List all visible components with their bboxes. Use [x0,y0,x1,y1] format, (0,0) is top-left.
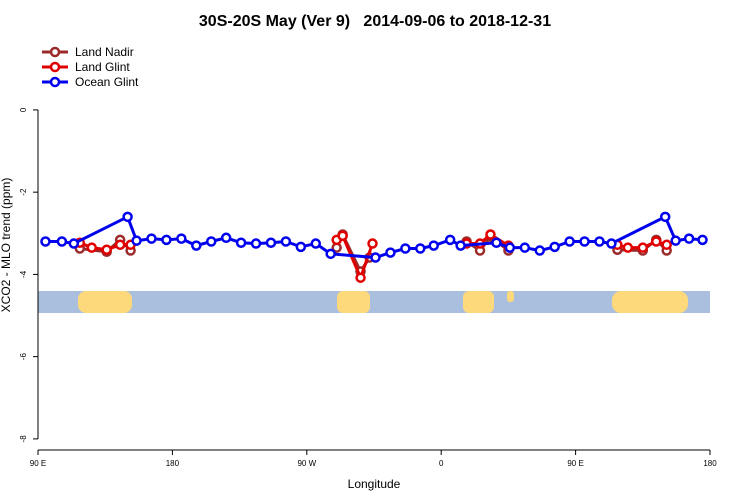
legend-swatch [49,61,61,73]
data-point [265,237,277,248]
x-tick-label: 90 E [567,459,583,468]
data-point [370,252,381,263]
land [463,291,494,313]
data-point [428,240,439,251]
data-point [650,236,662,247]
data-point [455,240,466,251]
data-point [101,244,112,255]
x-tick-label: 0 [439,459,444,468]
data-point [637,242,649,253]
data-point [622,242,634,253]
data-point [385,247,396,258]
data-point [670,235,681,246]
data-point [491,237,502,248]
legend-swatch [49,76,61,88]
data-point [444,234,456,246]
x-tick-label: 90 E [30,459,46,468]
land [612,291,688,313]
data-point [161,234,172,246]
data-point [485,229,496,240]
y-tick-label: -2 [19,188,28,196]
x-tick-label: 180 [703,459,717,468]
data-point [661,239,672,251]
y-tick-label: -4 [19,270,28,278]
legend-swatch [49,46,61,58]
data-point [86,242,98,253]
data-point [235,237,247,248]
legend-label: Land Glint [75,60,130,74]
data-point [606,238,617,249]
data-point [683,233,695,244]
data-point [400,243,411,254]
data-point [250,238,262,249]
data-point [131,235,142,246]
data-point [40,236,51,247]
data-point [56,236,68,247]
y-axis-label: XCO2 - MLO trend (ppm) [0,178,13,313]
x-tick-label: 90 W [297,459,316,468]
land [507,291,514,302]
data-point [564,236,575,247]
map-strip [38,291,710,313]
data-point [114,239,126,251]
data-point [310,238,322,249]
data-point [280,236,292,247]
data-point [122,211,133,223]
data-point [205,236,217,247]
y-tick-label: -8 [19,435,28,443]
data-point [534,245,546,256]
data-point [415,243,426,254]
data-point [355,272,366,283]
x-axis-label: Longitude [348,477,401,491]
x-tick-label: 180 [166,459,180,468]
legend-label: Ocean Glint [75,75,139,89]
y-tick-label: -6 [19,353,28,361]
legend-label: Land Nadir [75,45,134,59]
data-point [220,232,232,244]
land [337,291,370,313]
data-point [594,236,605,247]
data-point [549,241,560,253]
data-point [325,248,336,260]
data-point [659,211,671,223]
data-point [697,234,708,246]
land [78,291,132,313]
data-point [176,233,187,244]
data-point [191,240,202,251]
data-point [146,233,157,244]
chart-title: 30S-20S May (Ver 9) 2014-09-06 to 2018-1… [199,13,551,30]
data-point [504,242,516,253]
data-point [337,230,348,241]
y-tick-label: 0 [19,107,28,112]
data-point [295,241,307,253]
series-line [45,214,703,260]
data-point [519,242,531,253]
ocean [38,291,710,313]
data-point [68,238,80,249]
data-point [367,238,378,249]
data-point [579,236,590,247]
